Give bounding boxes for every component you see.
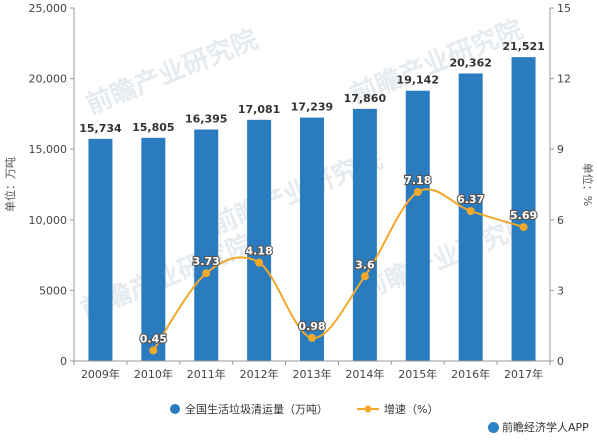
- growth-value-label: 0.98: [298, 320, 325, 333]
- y-axis-title: 单位：万吨: [3, 157, 17, 212]
- bar: [458, 73, 483, 362]
- legend: 全国生活垃圾清运量（万吨） 增速（%）: [170, 402, 438, 416]
- y2-axis-title: 单位：%: [581, 163, 595, 206]
- bar-value-label: 21,521: [502, 40, 544, 53]
- y2-tick-label: 6: [557, 214, 564, 227]
- bar-value-label: 16,395: [185, 113, 227, 126]
- axes: 0 5000 10,000 15,000 20,000 25,000 0 3 6 9 12 15 200…: [3, 2, 595, 381]
- bar-value-label: 17,239: [291, 101, 333, 114]
- growth-line: [152, 188, 524, 351]
- x-tick-label: 2009年: [81, 367, 120, 381]
- y-tick-label: 25,000: [29, 2, 68, 15]
- x-tick-label: 2015年: [398, 367, 437, 381]
- x-tick-label: 2012年: [240, 367, 279, 381]
- bar-value-label: 15,805: [132, 121, 174, 134]
- y-tick-label: 5000: [39, 284, 67, 297]
- app-logo-icon: [488, 422, 499, 433]
- bar-value-label: 17,860: [344, 92, 387, 105]
- bar: [511, 57, 536, 362]
- growth-point: [413, 188, 422, 197]
- growth-line-series: 0.45 3.73 4.18 0.98 3.6 7.18 6.37 5.69: [139, 173, 538, 355]
- growth-point: [519, 223, 528, 232]
- y2-tick-label: 12: [557, 73, 571, 86]
- growth-point: [255, 258, 264, 267]
- growth-value-label: 6.37: [457, 193, 484, 206]
- growth-point: [360, 272, 369, 281]
- watermark-text: 前瞻产业研究院: [82, 24, 262, 121]
- growth-value-label: 0.45: [140, 332, 167, 345]
- growth-point: [202, 269, 211, 278]
- x-tick-label: 2017年: [504, 367, 543, 381]
- y2-tick-label: 3: [557, 284, 564, 297]
- growth-value-label: 3.73: [193, 255, 220, 268]
- bar-series: 15,734 15,805 16,395 17,081 17,239 17,860 19,1…: [79, 40, 545, 362]
- bar: [194, 129, 219, 361]
- legend-bar-swatch: [170, 404, 180, 414]
- x-tick-label: 2010年: [134, 367, 173, 381]
- bar: [88, 138, 113, 361]
- legend-line-label: 增速（%）: [384, 402, 438, 416]
- growth-value-label: 3.6: [355, 258, 375, 271]
- growth-value-label: 5.69: [510, 209, 537, 222]
- bar: [352, 108, 377, 361]
- growth-value-label: 4.18: [246, 245, 273, 258]
- bar: [405, 90, 430, 361]
- bar-value-label: 15,734: [79, 122, 122, 135]
- y2-tick-label: 15: [557, 2, 571, 15]
- y-tick-label: 20,000: [29, 73, 68, 86]
- credit-text: 前瞻经济学人APP: [488, 419, 589, 435]
- y2-tick-label: 9: [557, 143, 564, 156]
- bar-value-label: 19,142: [397, 74, 439, 87]
- x-tick-label: 2014年: [345, 367, 384, 381]
- y-tick-label: 10,000: [29, 214, 68, 227]
- growth-point: [466, 207, 475, 216]
- y-tick-label: 0: [60, 355, 67, 368]
- x-tick-label: 2011年: [187, 367, 226, 381]
- x-tick-label: 2016年: [451, 367, 490, 381]
- growth-value-label: 7.18: [404, 174, 431, 187]
- bar: [247, 119, 272, 361]
- x-tick-label: 2013年: [293, 367, 332, 381]
- growth-point: [149, 346, 158, 355]
- bar: [300, 117, 324, 361]
- y2-tick-label: 0: [557, 355, 564, 368]
- legend-bar-label: 全国生活垃圾清运量（万吨）: [185, 402, 328, 416]
- bar-value-label: 17,081: [238, 103, 280, 116]
- credit-label: 前瞻经济学人APP: [502, 421, 589, 434]
- bar-value-label: 20,362: [449, 56, 491, 69]
- legend-line-marker: [364, 405, 372, 413]
- bar: [141, 137, 166, 361]
- growth-point: [308, 333, 316, 342]
- y-tick-label: 15,000: [29, 143, 68, 156]
